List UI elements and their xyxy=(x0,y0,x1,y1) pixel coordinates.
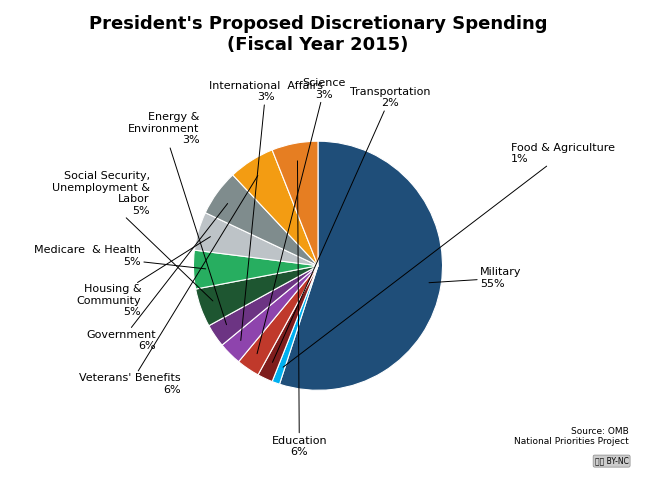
Wedge shape xyxy=(205,175,318,266)
Title: President's Proposed Discretionary Spending
(Fiscal Year 2015): President's Proposed Discretionary Spend… xyxy=(89,15,548,54)
Wedge shape xyxy=(272,141,318,266)
Text: Social Security,
Unemployment &
Labor
5%: Social Security, Unemployment & Labor 5% xyxy=(52,171,213,301)
Text: Food & Agriculture
1%: Food & Agriculture 1% xyxy=(283,143,615,367)
Wedge shape xyxy=(196,266,318,326)
Wedge shape xyxy=(194,250,318,289)
Wedge shape xyxy=(222,266,318,362)
Text: ⒸⓃ BY-NC: ⒸⓃ BY-NC xyxy=(595,456,629,466)
Text: Science
3%: Science 3% xyxy=(257,78,346,354)
Wedge shape xyxy=(272,266,318,384)
Wedge shape xyxy=(194,213,318,266)
Text: Education
6%: Education 6% xyxy=(272,161,327,457)
Text: Transportation
2%: Transportation 2% xyxy=(272,87,430,362)
Text: Source: OMB
National Priorities Project: Source: OMB National Priorities Project xyxy=(514,427,629,446)
Wedge shape xyxy=(258,266,318,382)
Text: Veterans' Benefits
6%: Veterans' Benefits 6% xyxy=(79,176,258,395)
Wedge shape xyxy=(238,266,318,375)
Text: Medicare  & Health
5%: Medicare & Health 5% xyxy=(34,245,205,269)
Wedge shape xyxy=(209,266,318,345)
Text: Military
55%: Military 55% xyxy=(429,267,522,289)
Text: International  Affairs
3%: International Affairs 3% xyxy=(209,81,323,340)
Text: Energy &
Environment
3%: Energy & Environment 3% xyxy=(128,112,227,324)
Wedge shape xyxy=(279,141,443,390)
Text: Housing &
Community
5%: Housing & Community 5% xyxy=(76,237,211,317)
Wedge shape xyxy=(233,150,318,266)
Text: Government
6%: Government 6% xyxy=(86,204,227,351)
